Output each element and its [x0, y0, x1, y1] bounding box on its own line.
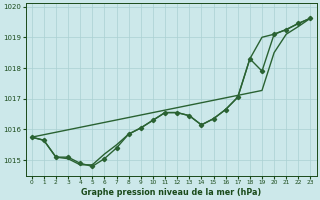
- X-axis label: Graphe pression niveau de la mer (hPa): Graphe pression niveau de la mer (hPa): [81, 188, 261, 197]
